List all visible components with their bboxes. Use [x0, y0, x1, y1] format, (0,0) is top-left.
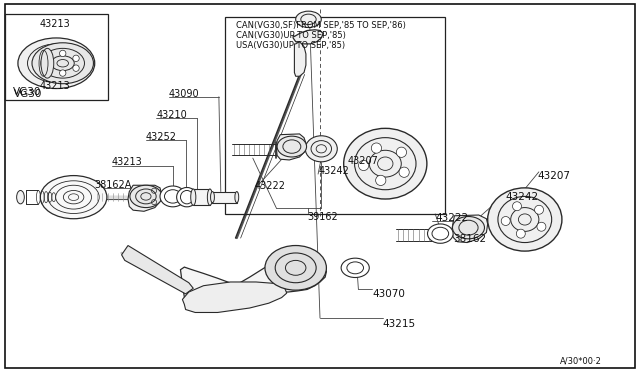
Ellipse shape [177, 187, 197, 207]
Text: 43090: 43090 [169, 89, 200, 99]
Ellipse shape [40, 176, 107, 219]
Text: 38162A: 38162A [95, 180, 132, 190]
Ellipse shape [18, 38, 95, 89]
Circle shape [46, 55, 52, 61]
Text: 39162: 39162 [307, 212, 338, 221]
Circle shape [516, 229, 525, 238]
Bar [212, 192, 237, 203]
Text: 43215: 43215 [383, 319, 416, 328]
Ellipse shape [41, 48, 54, 78]
Text: 43242: 43242 [318, 166, 349, 176]
Ellipse shape [191, 189, 196, 205]
Text: VG30: VG30 [14, 89, 42, 99]
Text: 43207: 43207 [538, 171, 571, 180]
Circle shape [537, 222, 546, 231]
Ellipse shape [32, 43, 93, 84]
Text: A/30*00·2: A/30*00·2 [560, 356, 602, 365]
Circle shape [46, 65, 52, 71]
Polygon shape [452, 215, 488, 243]
Text: 43207: 43207 [348, 156, 378, 166]
Ellipse shape [160, 186, 186, 207]
Ellipse shape [211, 192, 214, 203]
Text: 43213: 43213 [40, 81, 70, 90]
Polygon shape [293, 30, 323, 44]
Polygon shape [294, 42, 306, 76]
Text: 43213: 43213 [40, 19, 70, 29]
Bar [193, 189, 210, 205]
Text: VG30: VG30 [13, 87, 41, 97]
Circle shape [60, 70, 66, 76]
Text: 43210: 43210 [156, 110, 187, 120]
Ellipse shape [428, 224, 453, 243]
Polygon shape [180, 253, 326, 305]
Ellipse shape [207, 189, 212, 205]
Polygon shape [128, 185, 161, 211]
Text: CAN(VG30)UP TO SEP,'85): CAN(VG30)UP TO SEP,'85) [236, 31, 346, 40]
Bar [5, 14, 108, 100]
Polygon shape [182, 282, 287, 312]
Circle shape [396, 147, 406, 157]
Circle shape [399, 167, 409, 177]
Ellipse shape [235, 192, 239, 203]
Circle shape [501, 217, 510, 225]
Ellipse shape [452, 217, 484, 239]
Ellipse shape [265, 246, 326, 290]
Circle shape [73, 65, 79, 71]
Circle shape [73, 55, 79, 61]
Ellipse shape [130, 185, 162, 208]
Circle shape [376, 175, 386, 186]
Text: 43252: 43252 [146, 132, 177, 142]
Text: 43222: 43222 [255, 181, 285, 191]
Circle shape [60, 50, 66, 57]
Text: 38162: 38162 [453, 234, 486, 244]
Text: 43222: 43222 [435, 213, 468, 223]
Circle shape [534, 205, 543, 214]
Polygon shape [276, 134, 306, 160]
Text: 43070: 43070 [372, 289, 405, 299]
Ellipse shape [17, 190, 24, 204]
Bar [225, 17, 445, 214]
Text: 43213: 43213 [112, 157, 143, 167]
Polygon shape [122, 246, 193, 294]
Text: 43242: 43242 [506, 192, 539, 202]
Circle shape [513, 202, 522, 211]
Circle shape [358, 160, 369, 171]
Text: CAN(VG30,SF)FROM SEP,'85 TO SEP,'86): CAN(VG30,SF)FROM SEP,'85 TO SEP,'86) [236, 21, 405, 30]
Ellipse shape [296, 11, 321, 28]
Ellipse shape [344, 128, 427, 199]
Ellipse shape [305, 136, 337, 162]
Ellipse shape [488, 188, 562, 251]
Ellipse shape [341, 258, 369, 278]
Circle shape [371, 143, 381, 153]
Ellipse shape [277, 136, 307, 157]
Text: USA(VG30)UP TO SEP,'85): USA(VG30)UP TO SEP,'85) [236, 41, 345, 50]
